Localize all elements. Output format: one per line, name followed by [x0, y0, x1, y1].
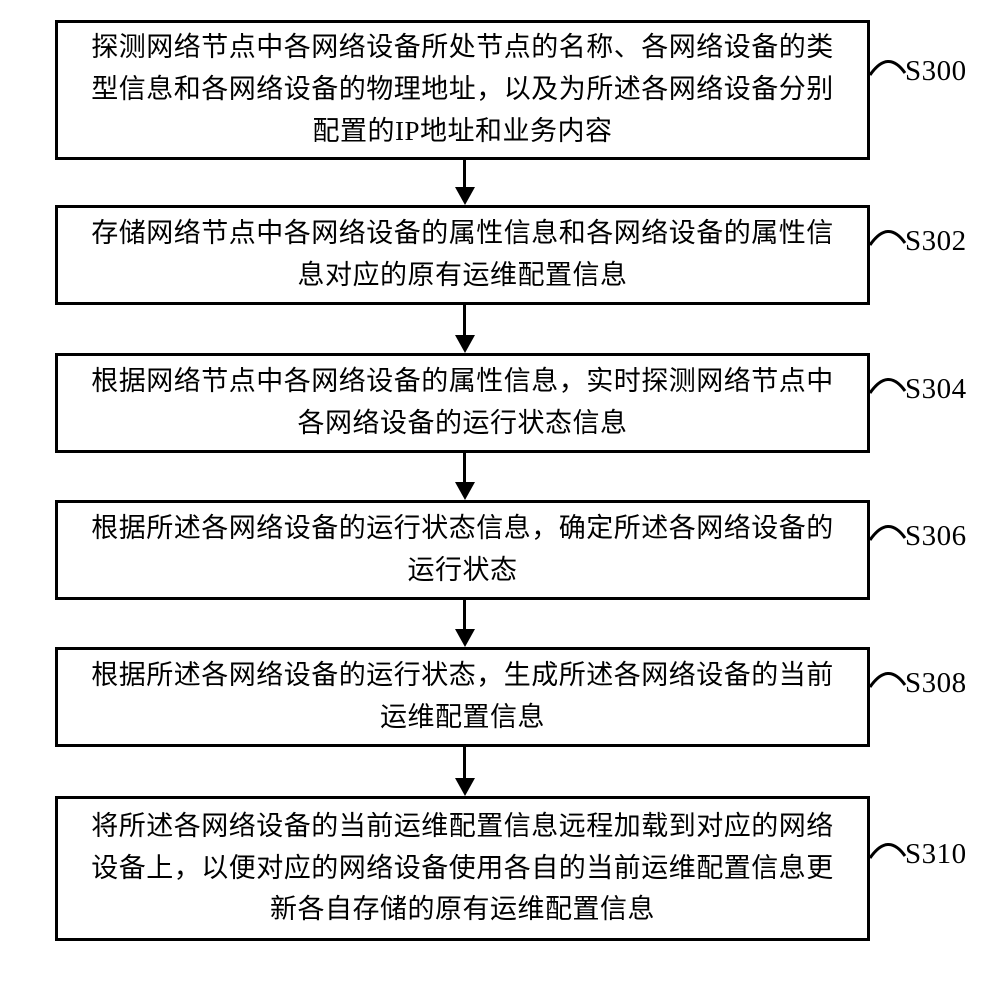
step-label-s302: S302	[905, 225, 967, 258]
step-label-s310: S310	[905, 838, 967, 871]
step-box-s306: 根据所述各网络设备的运行状态信息，确定所述各网络设备的运行状态	[55, 500, 870, 600]
step-box-s300: 探测网络节点中各网络设备所处节点的名称、各网络设备的类型信息和各网络设备的物理地…	[55, 20, 870, 160]
step-label-s306: S306	[905, 520, 967, 553]
step-text: 根据所述各网络设备的运行状态，生成所述各网络设备的当前运维配置信息	[78, 655, 847, 739]
step-text: 根据网络节点中各网络设备的属性信息，实时探测网络节点中各网络设备的运行状态信息	[78, 361, 847, 445]
step-text: 将所述各网络设备的当前运维配置信息远程加载到对应的网络设备上，以便对应的网络设备…	[78, 806, 847, 932]
step-label-s304: S304	[905, 373, 967, 406]
step-text: 探测网络节点中各网络设备所处节点的名称、各网络设备的类型信息和各网络设备的物理地…	[78, 27, 847, 153]
step-box-s308: 根据所述各网络设备的运行状态，生成所述各网络设备的当前运维配置信息	[55, 647, 870, 747]
step-box-s310: 将所述各网络设备的当前运维配置信息远程加载到对应的网络设备上，以便对应的网络设备…	[55, 796, 870, 941]
flowchart-canvas: 探测网络节点中各网络设备所处节点的名称、各网络设备的类型信息和各网络设备的物理地…	[0, 0, 1000, 995]
step-text: 存储网络节点中各网络设备的属性信息和各网络设备的属性信息对应的原有运维配置信息	[78, 213, 847, 297]
step-box-s304: 根据网络节点中各网络设备的属性信息，实时探测网络节点中各网络设备的运行状态信息	[55, 353, 870, 453]
step-label-s300: S300	[905, 55, 967, 88]
step-text: 根据所述各网络设备的运行状态信息，确定所述各网络设备的运行状态	[78, 508, 847, 592]
step-label-s308: S308	[905, 667, 967, 700]
step-box-s302: 存储网络节点中各网络设备的属性信息和各网络设备的属性信息对应的原有运维配置信息	[55, 205, 870, 305]
